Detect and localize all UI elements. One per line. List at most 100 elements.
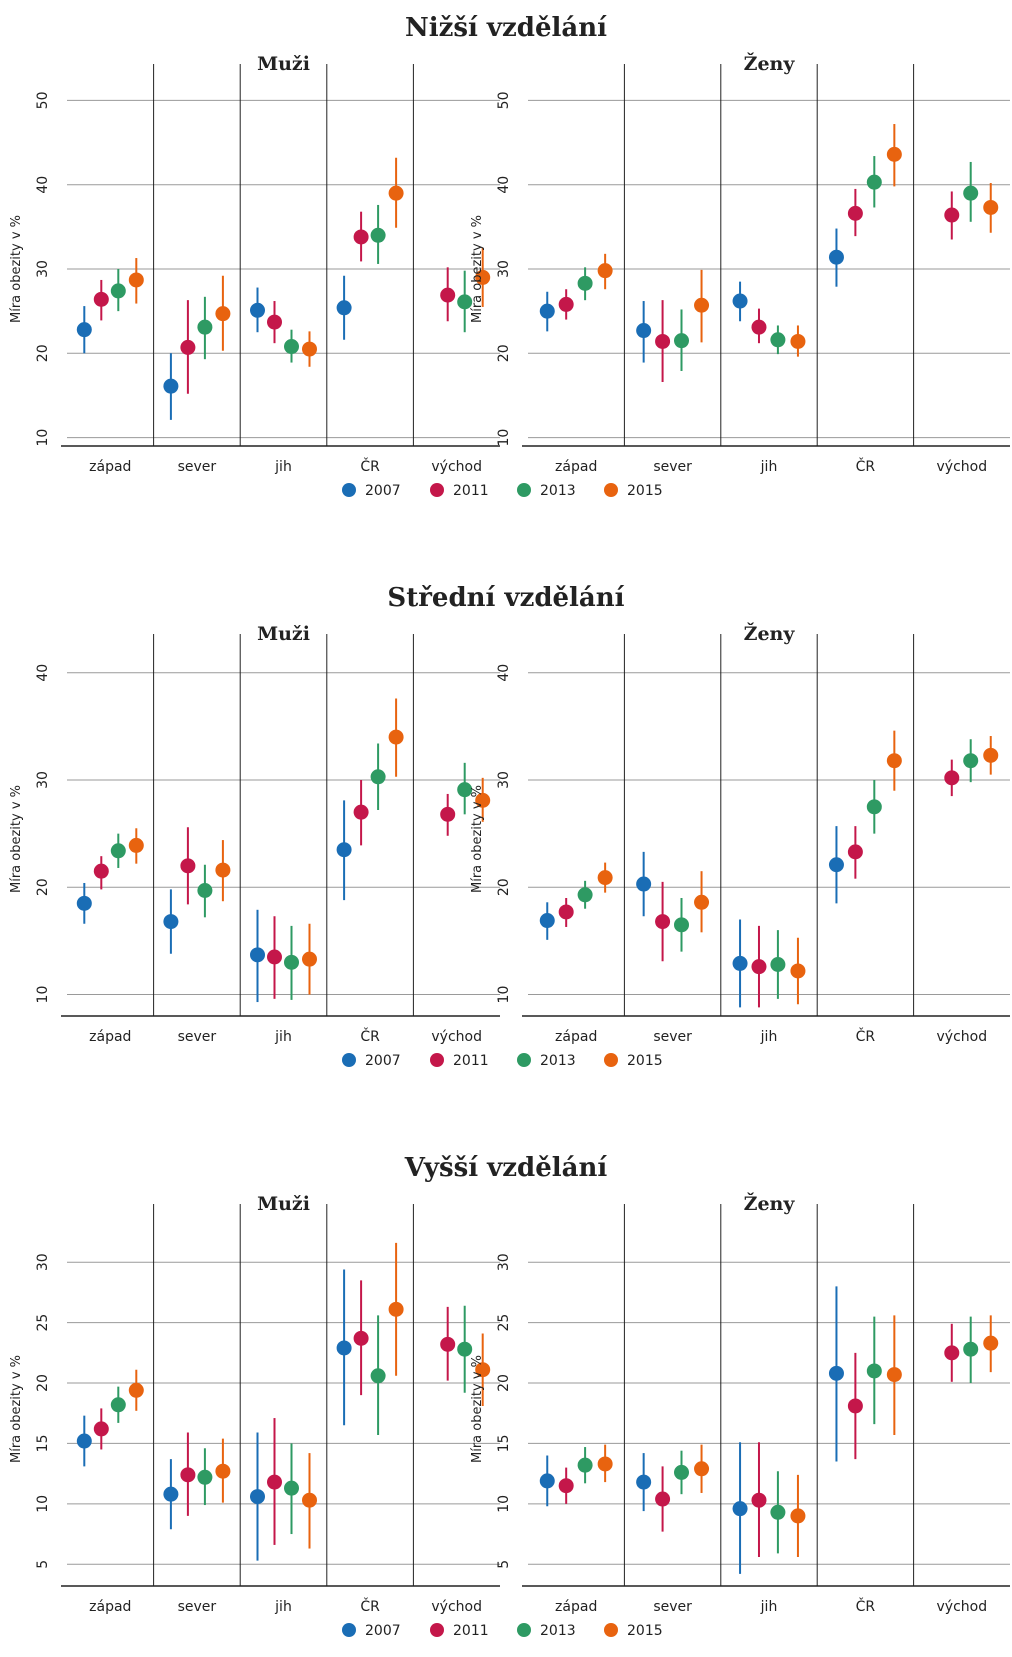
legend-label: 2013: [540, 1623, 576, 1639]
data-point: [267, 1474, 282, 1490]
data-point: [963, 753, 979, 769]
x-tick-label: východ: [937, 1599, 988, 1615]
data-point: [655, 333, 671, 349]
data-point: [215, 1463, 231, 1479]
data-point: [847, 1398, 863, 1414]
data-point: [732, 1501, 748, 1517]
y-tick-label: 30: [496, 260, 512, 278]
data-point: [963, 1341, 979, 1357]
data-point: [197, 882, 213, 898]
data-point: [475, 792, 491, 808]
data-point: [163, 378, 179, 394]
data-point: [128, 272, 144, 288]
data-point: [197, 1469, 213, 1485]
data-point: [674, 917, 690, 933]
data-point: [388, 1301, 404, 1317]
x-tick-label: západ: [555, 459, 597, 475]
data-point: [336, 842, 352, 858]
y-tick-label: 40: [35, 176, 51, 194]
legend-label: 2011: [453, 1623, 489, 1639]
data-point: [93, 291, 109, 307]
legend-label: 2011: [453, 1053, 489, 1069]
legend-marker: [517, 1623, 531, 1637]
data-point: [751, 319, 767, 335]
data-point: [983, 199, 999, 215]
legend-marker: [430, 1053, 444, 1067]
y-tick-label: 20: [35, 878, 51, 896]
data-point: [267, 314, 282, 330]
data-point: [983, 1335, 999, 1351]
legend-label: 2011: [453, 483, 489, 499]
y-tick-label: 20: [496, 1374, 512, 1392]
y-tick-label: 25: [496, 1314, 512, 1332]
panel-title: Muži: [257, 1193, 310, 1215]
y-tick-label: 20: [496, 344, 512, 362]
data-point: [847, 205, 863, 221]
legend-marker: [517, 1053, 531, 1067]
legend: 2007 2011 2013 2015: [342, 1623, 663, 1639]
data-point: [790, 333, 806, 349]
y-tick-label: 10: [496, 986, 512, 1004]
y-tick-label: 20: [35, 344, 51, 362]
y-tick-label: 40: [496, 664, 512, 682]
y-tick-label: 5: [35, 1560, 51, 1569]
legend-label: 2013: [540, 1053, 576, 1069]
y-tick-label: 10: [496, 429, 512, 447]
panel-title: Muži: [257, 53, 310, 75]
y-tick-label: 30: [35, 1253, 51, 1271]
data-point: [370, 769, 386, 785]
data-point: [370, 1368, 386, 1384]
legend-marker: [604, 1623, 618, 1637]
panel-zeny: Ženy Míra obezity v % 10 20 30 40 západ sever ji…: [470, 622, 1010, 1045]
data-point: [886, 1367, 902, 1383]
legend-label: 2015: [627, 483, 663, 499]
data-point: [336, 1340, 352, 1356]
chart-section-2: Střední vzdělání Muži Míra obezity v % 10 20…: [9, 583, 1010, 1069]
data-point: [558, 296, 574, 312]
data-point: [866, 174, 882, 190]
x-tick-label: východ: [431, 1599, 482, 1615]
data-point: [267, 949, 282, 965]
data-point: [128, 1382, 144, 1398]
data-point: [636, 323, 652, 339]
data-point: [457, 782, 473, 798]
panel-muzi: Muži Míra obezity v % 10 20 30 40 50 západ sever…: [9, 53, 500, 475]
data-point: [284, 1480, 299, 1496]
x-tick-label: západ: [555, 1599, 597, 1615]
data-point: [180, 339, 196, 355]
data-point: [539, 913, 555, 929]
data-point: [163, 1486, 179, 1502]
panel-title: Ženy: [744, 622, 796, 645]
legend-marker: [430, 483, 444, 497]
data-point: [597, 263, 613, 279]
data-point: [983, 747, 999, 763]
data-point: [694, 297, 710, 313]
legend-marker: [430, 1623, 444, 1637]
data-point: [370, 227, 386, 243]
x-tick-label: sever: [178, 459, 217, 475]
y-tick-label: 20: [496, 878, 512, 896]
data-point: [539, 1473, 555, 1489]
data-point: [457, 294, 473, 310]
data-point: [353, 1330, 369, 1346]
y-tick-label: 30: [35, 771, 51, 789]
x-tick-label: ČR: [856, 1597, 876, 1615]
x-tick-label: západ: [555, 1029, 597, 1045]
data-point: [93, 863, 109, 879]
y-tick-label: 10: [35, 986, 51, 1004]
data-point: [790, 963, 806, 979]
y-axis-label: Míra obezity v %: [9, 215, 24, 323]
legend: 2007 2011 2013 2015: [342, 1053, 663, 1069]
legend-marker: [342, 1053, 356, 1067]
legend-label: 2007: [365, 483, 401, 499]
data-point: [93, 1421, 109, 1437]
y-tick-label: 50: [496, 92, 512, 110]
data-point: [336, 300, 352, 316]
data-point: [558, 1478, 574, 1494]
data-point: [76, 1433, 92, 1449]
data-point: [963, 185, 979, 201]
x-tick-label: východ: [937, 1029, 988, 1045]
x-tick-label: jih: [760, 459, 778, 475]
y-tick-label: 40: [35, 664, 51, 682]
